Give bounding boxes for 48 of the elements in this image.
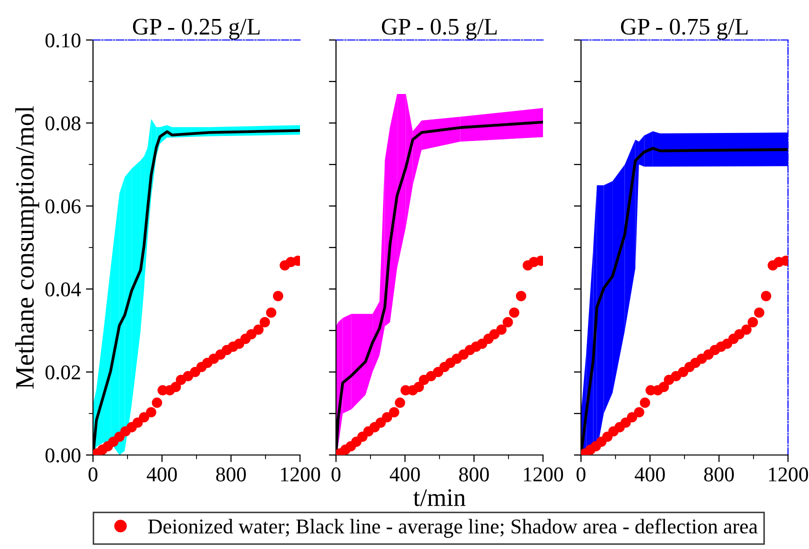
point: [388, 407, 400, 418]
point: [382, 412, 392, 422]
x-tick-label: 800: [216, 467, 246, 482]
point: [394, 398, 406, 408]
y-tick-label: 0.00: [46, 448, 80, 463]
point: [658, 382, 669, 392]
point: [754, 308, 764, 318]
y-tick-label: 0.08: [46, 116, 80, 131]
point: [266, 308, 276, 318]
x-tick-label: 0: [576, 467, 586, 482]
point: [509, 308, 520, 318]
point: [516, 290, 526, 302]
chart-title: GP - 0.5 g/L: [382, 18, 497, 40]
chart-title: GP - 0.25 g/L: [132, 18, 260, 40]
x-tick-label: 400: [634, 467, 665, 482]
point: [760, 290, 772, 302]
point: [138, 412, 150, 422]
point: [272, 290, 284, 302]
x-tick-label: 800: [459, 467, 489, 482]
chart-title: GP - 0.75 g/L: [620, 18, 748, 40]
x-tick-label: 400: [146, 467, 177, 482]
y-tick-label: 0.04: [46, 282, 81, 297]
x-tick-label: 1200: [769, 467, 808, 482]
point: [640, 398, 650, 408]
x-tick-label: 400: [390, 467, 420, 482]
x-tick-label: 1200: [524, 467, 564, 482]
point: [146, 407, 156, 418]
x-tick-label: 0: [332, 467, 340, 482]
point: [496, 324, 507, 335]
point: [741, 324, 752, 335]
point: [634, 407, 644, 418]
point: [170, 382, 181, 392]
point: [502, 317, 513, 328]
x-tick-label: 0: [88, 467, 98, 482]
x-tick-label: 1200: [281, 467, 320, 482]
y-axis-title: Methane consumption/mol: [15, 106, 40, 389]
y-tick-label: 0.10: [46, 33, 80, 48]
legend-label: Deionized water; Black line - average line; Shadow area - deflection area: [148, 518, 758, 538]
point: [260, 317, 270, 328]
point: [253, 324, 264, 335]
point: [414, 382, 424, 392]
point: [748, 317, 758, 328]
y-tick-label: 0.06: [46, 199, 81, 214]
x-axis-title: t/min: [413, 489, 466, 506]
point: [152, 398, 162, 408]
point: [626, 412, 638, 422]
y-tick-label: 0.02: [46, 365, 80, 380]
x-tick-label: 800: [704, 467, 734, 482]
